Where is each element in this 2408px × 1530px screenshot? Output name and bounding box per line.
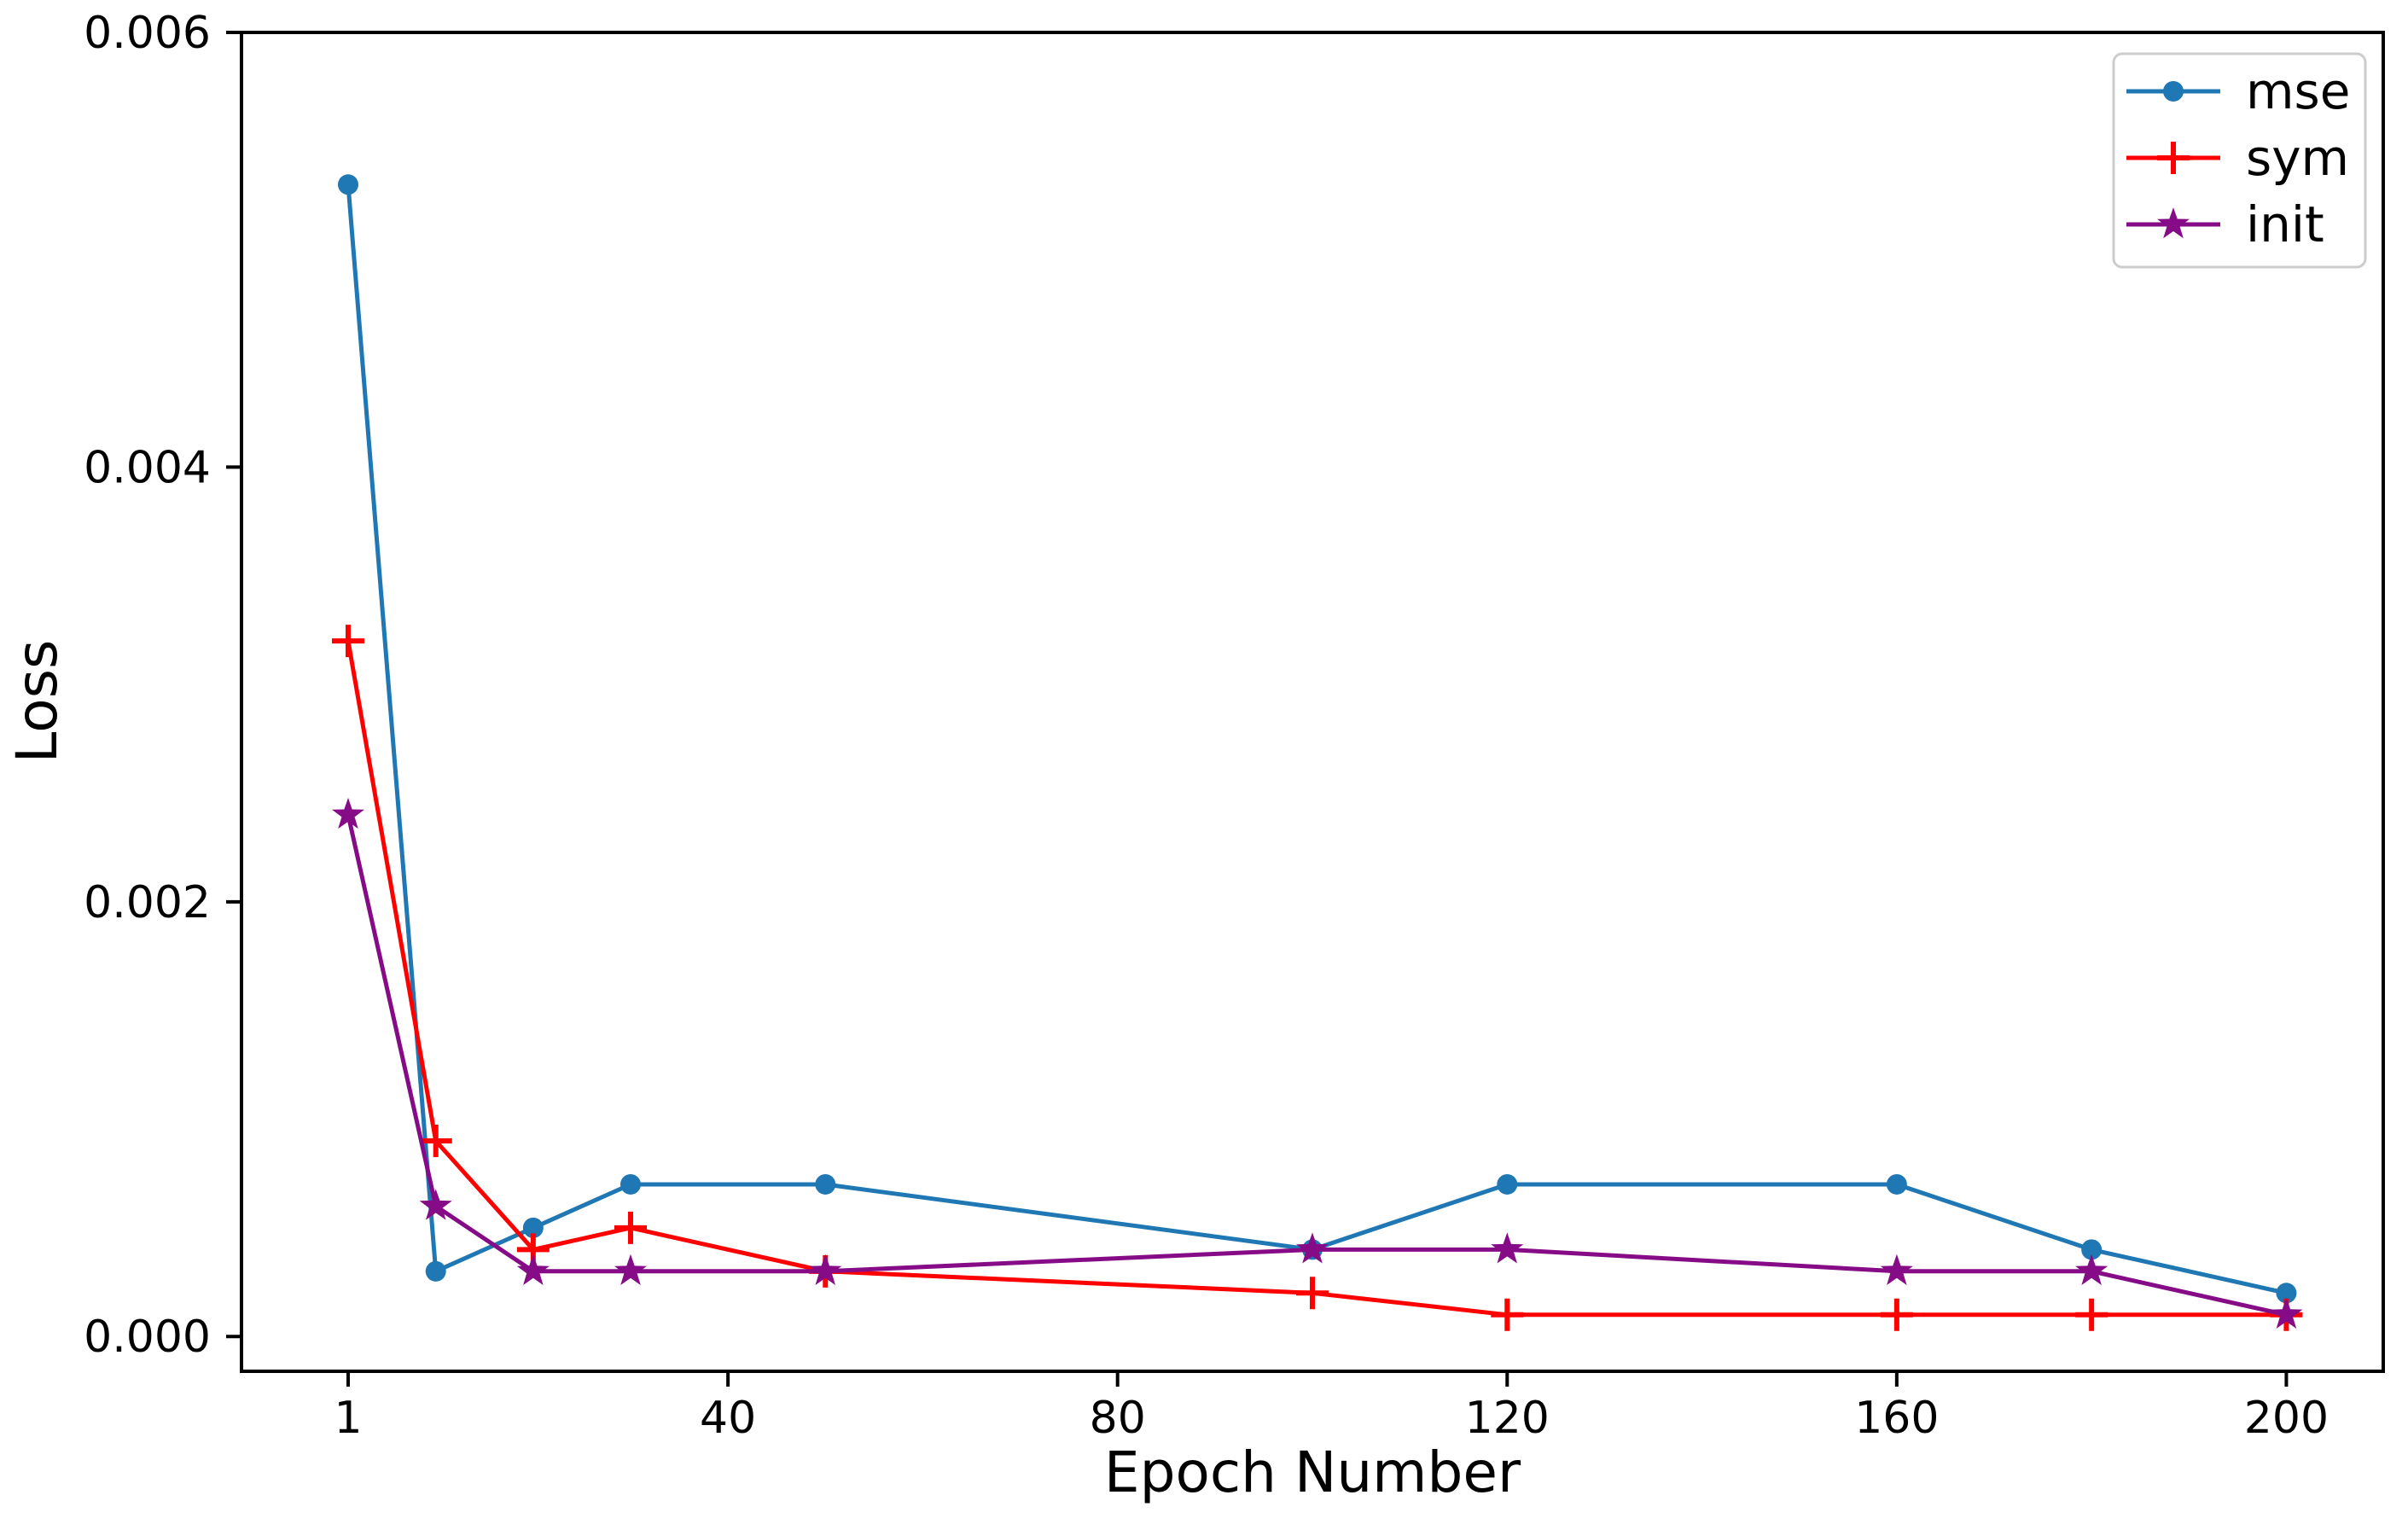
legend-label-init: init xyxy=(2246,195,2324,253)
marker-init xyxy=(2075,1254,2108,1285)
marker-init xyxy=(1296,1232,1329,1264)
x-tick-label: 40 xyxy=(700,1393,756,1444)
legend-label-sym: sym xyxy=(2246,129,2349,187)
series-line-mse xyxy=(346,182,2289,1295)
legend-label-mse: mse xyxy=(2246,62,2350,120)
x-tick-label: 80 xyxy=(1090,1393,1146,1444)
marker-mse xyxy=(620,1173,642,1195)
y-tick-label: 0.006 xyxy=(84,8,211,59)
marker-sym xyxy=(614,1211,647,1244)
marker-init xyxy=(1491,1232,1524,1264)
marker-mse xyxy=(337,174,358,195)
marker-sym xyxy=(1880,1298,1913,1331)
legend: mse sym init xyxy=(2112,52,2367,269)
y-tick-label: 0.002 xyxy=(84,877,211,928)
x-tick-label: 1 xyxy=(334,1393,362,1444)
legend-marker-init xyxy=(2157,207,2190,239)
data-series xyxy=(331,174,2303,1331)
series-line-sym xyxy=(346,638,2289,1318)
marker-mse xyxy=(522,1217,544,1238)
y-axis-label: Loss xyxy=(4,640,70,764)
marker-mse xyxy=(425,1260,446,1282)
marker-sym xyxy=(419,1125,452,1158)
legend-box xyxy=(2112,52,2367,269)
marker-init xyxy=(809,1254,842,1285)
marker-init xyxy=(516,1254,550,1285)
plot-area xyxy=(240,31,2385,1373)
y-axis-ticks: 0.000 0.002 0.004 0.006 xyxy=(84,8,241,1363)
y-tick-label: 0.004 xyxy=(84,442,211,493)
marker-sym xyxy=(331,625,364,658)
legend-items: mse sym init xyxy=(2126,62,2350,253)
legend-marker-mse xyxy=(2163,81,2184,102)
marker-init xyxy=(419,1189,452,1220)
marker-init xyxy=(332,797,364,829)
marker-init xyxy=(1880,1254,1913,1285)
marker-mse xyxy=(815,1173,836,1195)
y-tick-label: 0.000 xyxy=(84,1312,211,1363)
marker-mse xyxy=(2276,1283,2297,1304)
x-tick-label: 200 xyxy=(2244,1393,2329,1444)
marker-mse xyxy=(2081,1239,2103,1260)
x-axis-label: Epoch Number xyxy=(1104,1440,1521,1505)
legend-marker-sym xyxy=(2157,142,2190,174)
marker-init xyxy=(2270,1297,2303,1329)
x-tick-label: 160 xyxy=(1854,1393,1939,1444)
marker-mse xyxy=(1886,1173,1907,1195)
marker-sym xyxy=(2075,1298,2108,1331)
x-axis-ticks: 1 40 80 120 160 200 xyxy=(334,1371,2329,1444)
x-tick-label: 120 xyxy=(1465,1393,1550,1444)
marker-sym xyxy=(1491,1298,1524,1331)
marker-sym xyxy=(1296,1277,1329,1310)
marker-init xyxy=(614,1254,647,1285)
marker-mse xyxy=(1497,1173,1518,1195)
series-line-init xyxy=(346,812,2289,1318)
